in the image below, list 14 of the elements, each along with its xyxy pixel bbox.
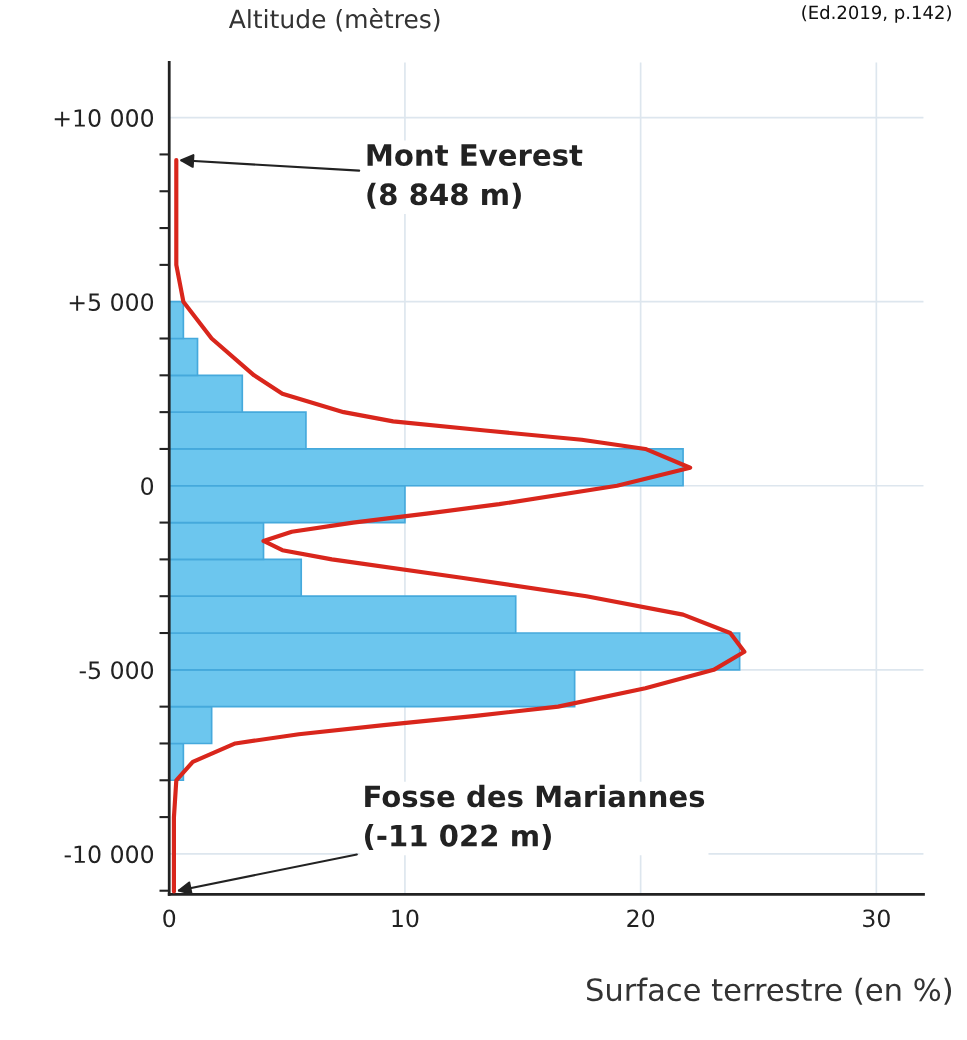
y-tick-label: -10 000: [64, 845, 154, 864]
text: (Ed.2019, p.142): [802, 5, 951, 23]
x-axis-title: Surface terrestre (en %): [587, 977, 952, 1005]
y-tick-label: 0: [141, 477, 154, 496]
annotation: Mont Everest (8 848 m): [367, 144, 583, 209]
y-tick-label: +10 000: [54, 109, 154, 127]
x-tick-label: 20: [627, 909, 655, 928]
x-tick-label: 10: [392, 909, 419, 928]
y-tick-label: +5 000: [69, 293, 154, 311]
annotation: Fosse des Mariannes (-11 022 m): [365, 784, 705, 851]
x-tick-label: 0: [163, 909, 176, 928]
x-tick-label: 30: [863, 909, 890, 928]
y-axis-title: Altitude (mètres): [228, 8, 440, 32]
y-tick-label: -5 000: [79, 661, 154, 680]
